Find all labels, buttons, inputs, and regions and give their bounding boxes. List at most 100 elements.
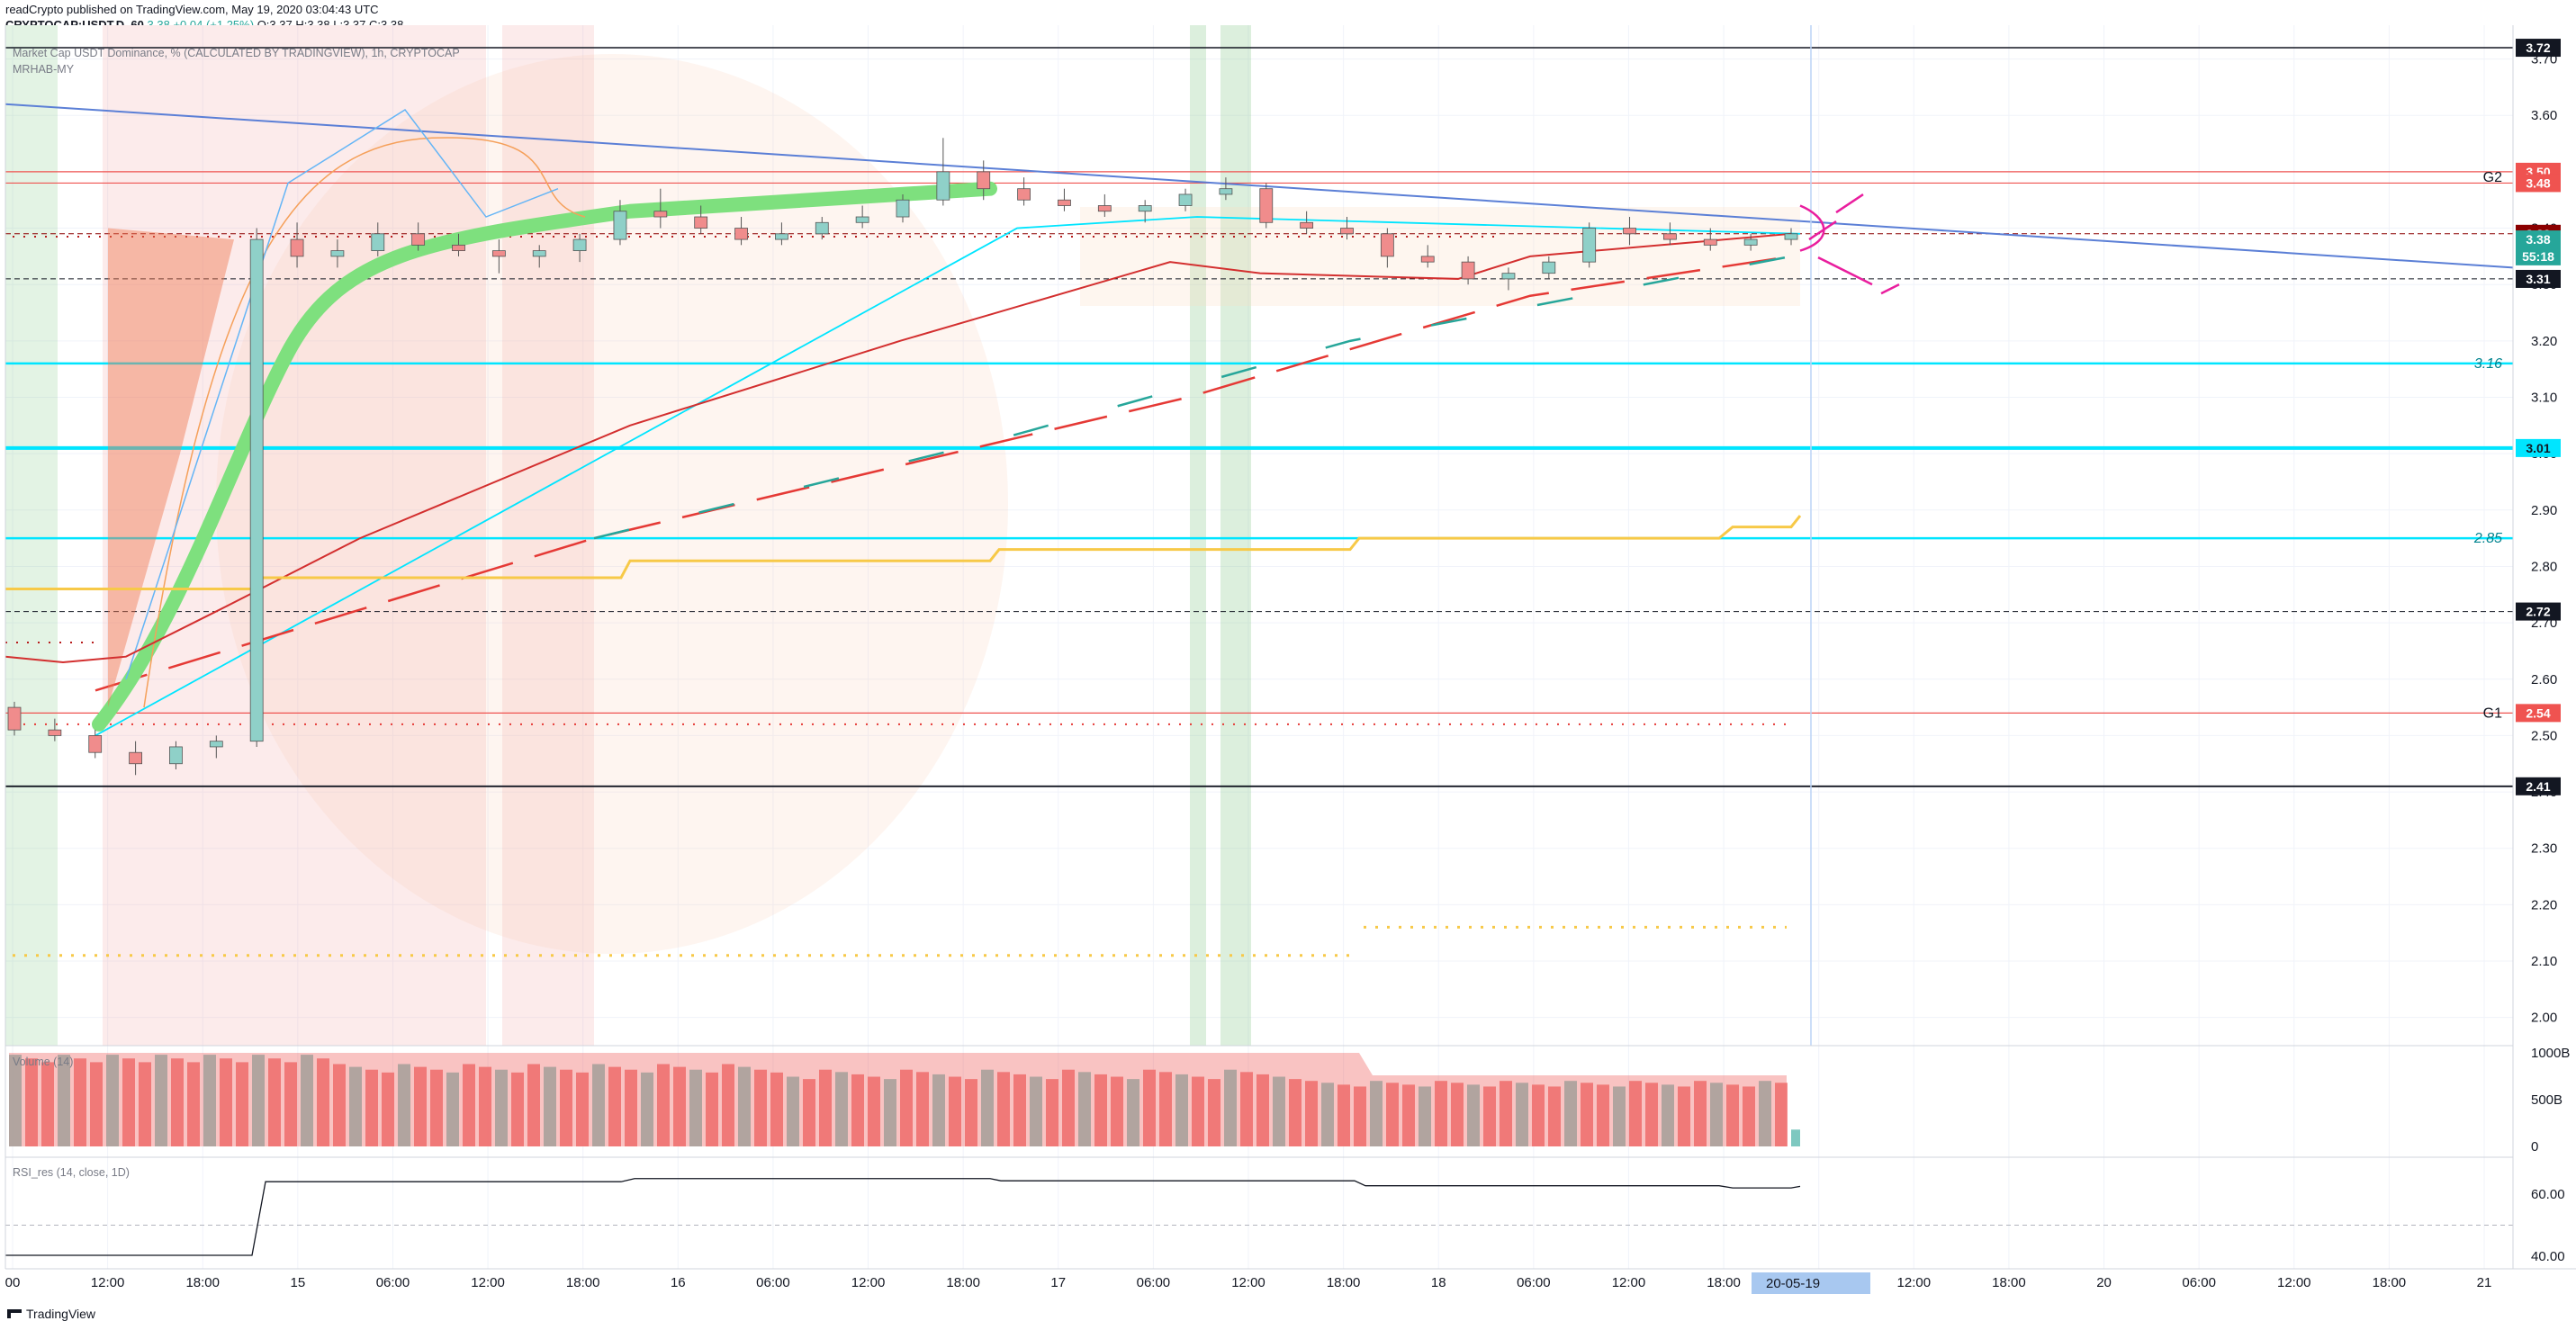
volume-bar — [1386, 1083, 1399, 1146]
volume-bar — [1419, 1086, 1431, 1146]
volume-bar — [1743, 1086, 1755, 1146]
candle-body — [1300, 221, 1314, 229]
volume-bar — [1597, 1084, 1609, 1146]
candle-body — [1663, 233, 1677, 240]
magenta-annotation — [1799, 193, 1900, 295]
volume-bar — [544, 1066, 556, 1146]
volume-bar — [1256, 1074, 1269, 1146]
candle-body — [1542, 261, 1556, 274]
volume-bar — [333, 1064, 346, 1146]
volume-bar — [868, 1076, 880, 1146]
candle-body — [1582, 228, 1597, 263]
volume-bar — [981, 1069, 994, 1146]
volume-legend: Volume (14) — [13, 1056, 73, 1068]
volume-bar — [1030, 1076, 1042, 1146]
volume-bar — [398, 1064, 410, 1146]
volume-bar — [1467, 1084, 1480, 1146]
price-label: 3.31 — [2526, 272, 2550, 286]
candle-body — [977, 171, 991, 190]
candle-body — [653, 211, 668, 218]
volume-bar — [1127, 1079, 1139, 1146]
volume-bar — [1516, 1083, 1528, 1146]
volume-bar — [187, 1062, 200, 1146]
candle-body — [1178, 193, 1193, 206]
volume-bar — [1208, 1079, 1220, 1146]
candle-body — [775, 233, 788, 240]
volume-bar — [1370, 1081, 1383, 1146]
x-tick-label: 12:00 — [1897, 1275, 1932, 1290]
volume-bar — [1710, 1083, 1723, 1146]
volume-bar — [58, 1055, 70, 1146]
price-label-box — [2516, 777, 2561, 795]
y-tick-label: 2.30 — [2531, 841, 2557, 857]
volume-bar — [1159, 1072, 1172, 1146]
candle-body — [1623, 228, 1636, 235]
volume-bar — [1564, 1081, 1577, 1146]
volume-bar — [932, 1074, 945, 1146]
volume-bar — [155, 1055, 167, 1146]
price-label: 3.38 — [2526, 232, 2550, 247]
consolidation-box — [1080, 207, 1800, 306]
volume-bar — [673, 1066, 686, 1146]
volume-bar — [1678, 1086, 1690, 1146]
volume-bar — [1143, 1069, 1156, 1146]
volume-bar — [1305, 1081, 1318, 1146]
volume-bar — [657, 1064, 670, 1146]
volume-bar — [1451, 1083, 1464, 1146]
volume-bar — [1192, 1076, 1204, 1146]
candle-body — [290, 238, 304, 257]
candle-body — [88, 735, 103, 753]
candle-body — [1420, 256, 1435, 263]
volume-bar — [949, 1076, 961, 1146]
volume-bar — [738, 1066, 751, 1146]
volume-bar — [74, 1058, 86, 1146]
chart-legend-indicator[interactable]: MRHAB-MY — [13, 63, 75, 76]
price-label-box — [2516, 438, 2561, 457]
price-label: 2.54 — [2526, 705, 2550, 720]
volume-bar — [1629, 1081, 1642, 1146]
volume-bar — [1111, 1076, 1123, 1146]
volume-bar — [349, 1066, 362, 1146]
y-tick-label: 2.00 — [2531, 1011, 2557, 1026]
signal-zone — [502, 25, 594, 1046]
volume-bar — [1775, 1083, 1788, 1146]
crosshair-date-label: 20-05-19 — [1766, 1276, 1820, 1291]
cyan-line — [95, 216, 1801, 737]
rsi-pane — [5, 1157, 2513, 1269]
y-tick-label: 3.20 — [2531, 334, 2557, 349]
volume-bar — [382, 1072, 394, 1146]
volume-bar — [560, 1069, 572, 1146]
price-label: 2.72 — [2526, 605, 2550, 619]
tradingview-brand[interactable]: TradingView — [7, 1307, 95, 1321]
candle-body — [452, 244, 465, 252]
x-tick-label: 12:00 — [91, 1275, 125, 1290]
volume-bar — [689, 1069, 702, 1146]
volume-bar — [527, 1064, 540, 1146]
price-label: 3.48 — [2526, 175, 2550, 190]
level-annotation: G1 — [2483, 705, 2502, 721]
volume-bar — [625, 1069, 637, 1146]
volume-bar — [1694, 1081, 1707, 1146]
candle-body — [1259, 188, 1274, 223]
x-tick-label: 18:00 — [946, 1275, 980, 1290]
candle-body — [734, 228, 748, 240]
candle-body — [1097, 205, 1112, 212]
volume-bar — [722, 1064, 734, 1146]
price-label: 55:18 — [2522, 249, 2554, 264]
x-tick-label: 20 — [2096, 1275, 2112, 1290]
volume-bar — [1435, 1081, 1447, 1146]
chart-legend-main[interactable]: Market Cap USDT Dominance, % (CALCULATED… — [13, 47, 460, 59]
signal-zone — [103, 25, 486, 1046]
volume-bar — [1662, 1084, 1674, 1146]
volume-bar — [803, 1079, 815, 1146]
candle-body — [330, 250, 345, 257]
volume-bar — [463, 1064, 475, 1146]
volume-ma-area — [9, 1053, 1787, 1146]
candle-body — [411, 233, 426, 246]
price-label: 3.01 — [2526, 441, 2550, 455]
candle-body — [1340, 228, 1354, 235]
volume-bar — [965, 1079, 977, 1146]
volume-bar — [1013, 1074, 1026, 1146]
volume-bar — [1273, 1076, 1285, 1146]
